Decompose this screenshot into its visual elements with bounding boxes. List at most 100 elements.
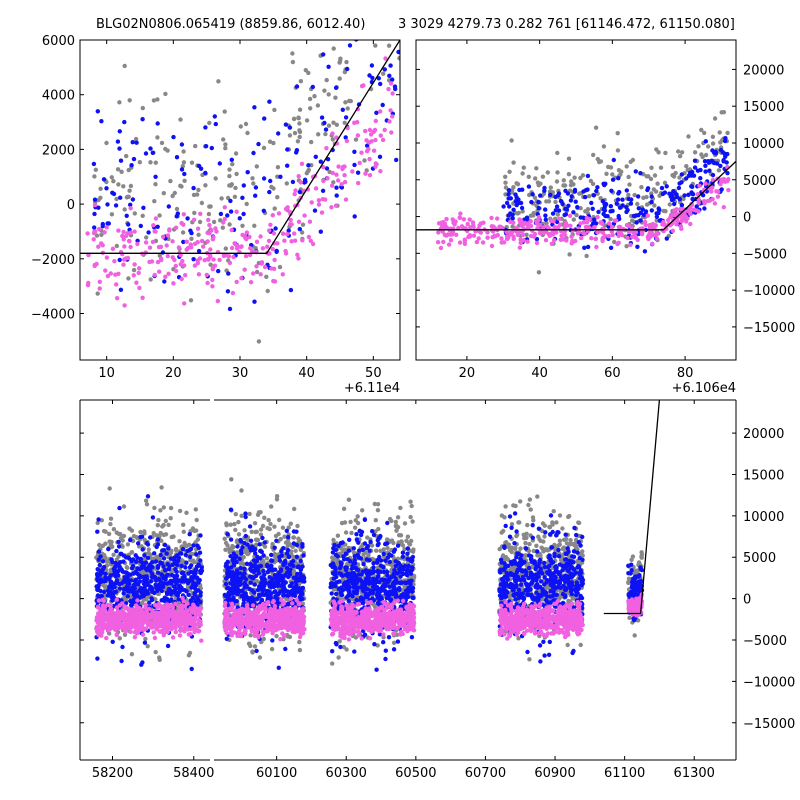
data-point bbox=[121, 586, 126, 592]
data-point bbox=[293, 548, 298, 553]
data-point bbox=[179, 558, 185, 563]
data-point bbox=[108, 521, 113, 527]
data-point bbox=[672, 201, 677, 207]
data-point bbox=[161, 597, 166, 603]
data-point bbox=[182, 604, 188, 609]
data-point bbox=[262, 116, 267, 121]
data-point bbox=[161, 532, 167, 538]
data-point bbox=[444, 216, 449, 222]
data-point bbox=[254, 269, 260, 275]
data-point bbox=[571, 210, 576, 215]
data-point bbox=[578, 215, 583, 220]
data-point bbox=[143, 605, 148, 611]
y-tick-label: 2000 bbox=[42, 143, 75, 158]
data-point bbox=[712, 116, 718, 121]
data-point bbox=[231, 254, 236, 260]
data-point bbox=[408, 499, 413, 504]
data-point bbox=[627, 182, 632, 187]
data-point bbox=[225, 213, 230, 218]
data-point bbox=[548, 192, 553, 197]
data-point bbox=[658, 165, 664, 170]
data-point bbox=[101, 589, 107, 595]
data-point bbox=[653, 189, 659, 194]
data-point bbox=[223, 253, 229, 258]
data-point bbox=[547, 233, 552, 238]
data-point bbox=[186, 592, 191, 597]
data-point bbox=[122, 303, 127, 308]
data-point bbox=[592, 217, 597, 222]
data-point bbox=[297, 121, 302, 126]
data-point bbox=[204, 272, 209, 278]
data-point bbox=[534, 543, 539, 548]
data-point bbox=[660, 222, 665, 227]
data-point bbox=[266, 517, 271, 523]
data-point bbox=[373, 43, 378, 48]
data-point bbox=[148, 535, 153, 540]
data-point bbox=[387, 119, 392, 124]
data-point bbox=[132, 211, 137, 216]
data-point bbox=[109, 212, 115, 217]
data-point bbox=[133, 553, 138, 558]
data-point bbox=[152, 590, 157, 596]
data-point bbox=[587, 217, 592, 222]
data-point bbox=[610, 208, 615, 214]
data-point bbox=[375, 508, 381, 513]
data-point bbox=[692, 158, 698, 163]
data-point bbox=[520, 209, 525, 214]
data-point bbox=[132, 630, 137, 635]
data-point bbox=[165, 581, 170, 586]
data-point bbox=[198, 590, 203, 595]
data-point bbox=[231, 544, 236, 550]
data-point bbox=[129, 652, 135, 657]
data-point bbox=[391, 540, 396, 546]
data-point bbox=[195, 226, 201, 231]
data-point bbox=[321, 52, 326, 57]
data-point bbox=[117, 636, 123, 641]
data-point bbox=[526, 502, 531, 508]
data-point bbox=[270, 246, 275, 252]
data-point bbox=[561, 178, 566, 183]
data-point bbox=[555, 170, 560, 175]
data-point bbox=[139, 594, 144, 599]
data-point bbox=[698, 176, 703, 181]
data-point bbox=[179, 621, 184, 627]
data-point bbox=[121, 237, 126, 242]
data-point bbox=[467, 217, 472, 222]
data-point bbox=[143, 591, 148, 597]
data-point bbox=[298, 79, 304, 84]
data-point bbox=[330, 137, 335, 142]
data-point bbox=[557, 513, 563, 518]
data-point bbox=[197, 219, 203, 225]
data-point bbox=[147, 600, 152, 605]
data-point bbox=[313, 154, 318, 159]
data-point bbox=[140, 213, 145, 218]
data-point bbox=[252, 223, 257, 228]
data-point bbox=[533, 176, 538, 181]
data-point bbox=[363, 128, 368, 134]
data-point bbox=[150, 560, 155, 565]
data-point bbox=[557, 538, 563, 543]
data-point bbox=[229, 227, 234, 233]
data-point bbox=[241, 211, 246, 217]
data-point bbox=[101, 564, 107, 570]
data-point bbox=[716, 168, 722, 173]
chart-title-left: BLG02N0806.065419 (8859.86, 6012.40) bbox=[96, 17, 366, 32]
data-point bbox=[405, 534, 411, 539]
data-point bbox=[612, 239, 617, 245]
data-point bbox=[100, 221, 106, 227]
data-point bbox=[210, 267, 215, 272]
data-point bbox=[373, 16, 377, 20]
data-point bbox=[330, 23, 334, 27]
data-point bbox=[141, 610, 147, 615]
data-point bbox=[527, 657, 532, 662]
data-point bbox=[615, 241, 620, 247]
data-point bbox=[688, 221, 693, 227]
data-point bbox=[262, 264, 268, 270]
data-point bbox=[504, 229, 509, 235]
data-point bbox=[184, 247, 189, 252]
data-point bbox=[610, 232, 615, 238]
data-point bbox=[234, 246, 240, 251]
data-point bbox=[193, 611, 198, 617]
data-point bbox=[194, 552, 199, 557]
data-point bbox=[348, 98, 353, 104]
